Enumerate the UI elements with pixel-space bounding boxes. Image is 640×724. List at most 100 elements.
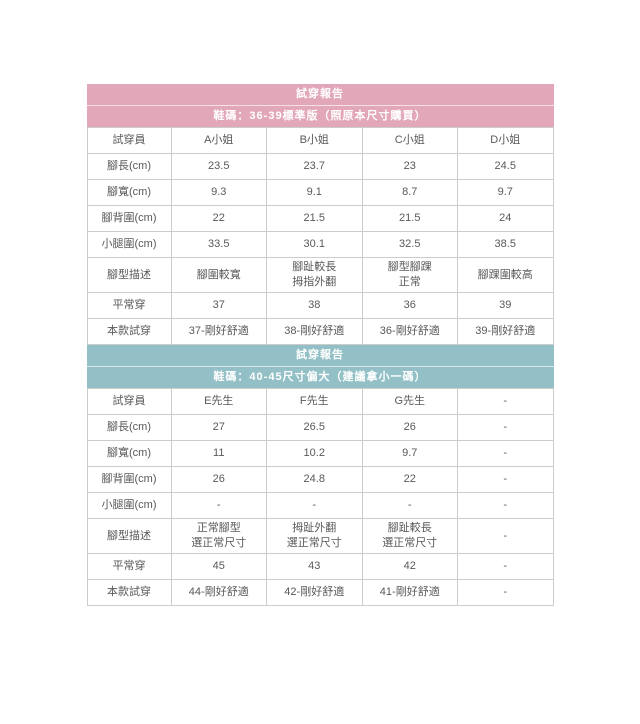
section-title: 試穿報告: [86, 84, 554, 106]
table-cell: 43: [266, 553, 363, 580]
section-subtitle: 鞋碼：36-39標準版（照原本尺寸購買）: [86, 106, 554, 127]
table-cell: 44-剛好舒適: [170, 579, 267, 606]
table-cell: 正常腳型 選正常尺寸: [170, 518, 267, 554]
column-header-label: 試穿員: [86, 388, 172, 415]
column-header: D小姐: [457, 127, 554, 154]
table-row: 腳寬(cm) 11 10.2 9.7-: [86, 440, 554, 467]
table-row: 腳寬(cm) 9.3 9.1 8.7 9.7: [86, 179, 554, 206]
report-section-1: 試穿報告 鞋碼：36-39標準版（照原本尺寸購買） 試穿員 A小姐 B小姐 C小姐 D小姐腳…: [86, 84, 554, 345]
row-label: 本款試穿: [86, 579, 172, 606]
table-row: 平常穿 37 38 36 39: [86, 292, 554, 319]
table-cell: -: [457, 579, 554, 606]
table-cell: 24.8: [266, 466, 363, 493]
table-cell: 11: [170, 440, 267, 467]
table-row: 平常穿 45 43 42-: [86, 553, 554, 580]
fitting-table: 試穿員 E先生 F先生 G先生 - 腳長(cm) 27 26.5 26- 腳寬(cm) 11 10.2…: [86, 388, 554, 606]
table-cell: 21.5: [361, 205, 458, 232]
table-row: 本款試穿 44-剛好舒適 42-剛好舒適 41-剛好舒適 -: [86, 579, 554, 606]
table-cell: 腳圍較寬: [170, 257, 267, 293]
column-header: C小姐: [361, 127, 458, 154]
row-label: 腳背圍(cm): [86, 466, 172, 493]
column-header-label: 試穿員: [86, 127, 172, 154]
row-label: 腳型描述: [86, 257, 172, 293]
table-cell: 38.5: [457, 231, 554, 258]
table-cell: 9.7: [361, 440, 458, 467]
table-cell: 腳踝圍較高: [457, 257, 554, 293]
table-cell: 9.7: [457, 179, 554, 206]
table-row: 腳長(cm) 23.5 23.7 23 24.5: [86, 153, 554, 180]
column-header: -: [457, 388, 554, 415]
row-label: 小腿圍(cm): [86, 492, 172, 519]
table-row: 腳長(cm) 27 26.5 26-: [86, 414, 554, 441]
row-label: 腳寬(cm): [86, 179, 172, 206]
table-cell: -: [266, 492, 363, 519]
table-cell: -: [457, 414, 554, 441]
table-cell: 32.5: [361, 231, 458, 258]
table-cell: 腳趾較長 拇指外翻: [266, 257, 363, 293]
table-cell: 9.3: [170, 179, 267, 206]
table-cell: 24: [457, 205, 554, 232]
table-cell: 39-剛好舒適: [457, 318, 554, 345]
table-row: 腳背圍(cm) 26 24.8 22-: [86, 466, 554, 493]
table-cell: 38: [266, 292, 363, 319]
table-cell: -: [457, 553, 554, 580]
table-cell: 27: [170, 414, 267, 441]
table-cell: 45: [170, 553, 267, 580]
table-cell: -: [457, 518, 554, 554]
row-label: 平常穿: [86, 553, 172, 580]
row-label: 本款試穿: [86, 318, 172, 345]
column-header: F先生: [266, 388, 363, 415]
table-row: 小腿圍(cm) 33.5 30.1 32.5 38.5: [86, 231, 554, 258]
fitting-report: 試穿報告 鞋碼：36-39標準版（照原本尺寸購買） 試穿員 A小姐 B小姐 C小姐 D小姐腳…: [86, 84, 554, 606]
table-cell: 腳趾較長 選正常尺寸: [361, 518, 458, 554]
table-cell: 24.5: [457, 153, 554, 180]
table-cell: 42: [361, 553, 458, 580]
table-cell: 26: [361, 414, 458, 441]
row-label: 腳長(cm): [86, 414, 172, 441]
table-cell: 26: [170, 466, 267, 493]
table-cell: 9.1: [266, 179, 363, 206]
table-cell: 腳型腳踝 正常: [361, 257, 458, 293]
table-cell: -: [457, 440, 554, 467]
fitting-table: 試穿員 A小姐 B小姐 C小姐 D小姐 腳長(cm) 23.5 23.7 23 24.5 腳寬(cm…: [86, 127, 554, 345]
header-row: 試穿員 A小姐 B小姐 C小姐 D小姐: [86, 127, 554, 154]
table-cell: 22: [170, 205, 267, 232]
table-cell: 36: [361, 292, 458, 319]
section-subtitle: 鞋碼：40-45尺寸偏大（建議拿小一碼）: [86, 367, 554, 388]
section-title: 試穿報告: [86, 345, 554, 367]
column-header: A小姐: [170, 127, 267, 154]
table-cell: -: [361, 492, 458, 519]
table-cell: 10.2: [266, 440, 363, 467]
table-cell: 30.1: [266, 231, 363, 258]
table-cell: 39: [457, 292, 554, 319]
row-label: 腳寬(cm): [86, 440, 172, 467]
row-label: 腳背圍(cm): [86, 205, 172, 232]
table-cell: 42-剛好舒適: [266, 579, 363, 606]
column-header: B小姐: [266, 127, 363, 154]
table-row: 腳背圍(cm) 22 21.5 21.5 24: [86, 205, 554, 232]
column-header: E先生: [170, 388, 267, 415]
row-label: 腳型描述: [86, 518, 172, 554]
table-cell: -: [170, 492, 267, 519]
column-header: G先生: [361, 388, 458, 415]
table-cell: -: [457, 466, 554, 493]
table-cell: 8.7: [361, 179, 458, 206]
header-row: 試穿員 E先生 F先生 G先生 -: [86, 388, 554, 415]
report-section-2: 試穿報告 鞋碼：40-45尺寸偏大（建議拿小一碼） 試穿員 E先生 F先生 G先生 - 腳長(…: [86, 345, 554, 606]
row-label: 腳長(cm): [86, 153, 172, 180]
table-cell: 36-剛好舒適: [361, 318, 458, 345]
table-cell: 33.5: [170, 231, 267, 258]
table-cell: 37: [170, 292, 267, 319]
table-cell: 23.7: [266, 153, 363, 180]
table-cell: 23.5: [170, 153, 267, 180]
table-row: 小腿圍(cm) - - - -: [86, 492, 554, 519]
table-cell: 拇趾外翻 選正常尺寸: [266, 518, 363, 554]
row-label: 小腿圍(cm): [86, 231, 172, 258]
table-row: 本款試穿 37-剛好舒適 38-剛好舒適 36-剛好舒適 39-剛好舒適: [86, 318, 554, 345]
table-cell: 41-剛好舒適: [361, 579, 458, 606]
table-row: 腳型描述 腳圍較寬 腳趾較長 拇指外翻 腳型腳踝 正常 腳踝圍較高: [86, 257, 554, 293]
table-cell: 26.5: [266, 414, 363, 441]
table-cell: 22: [361, 466, 458, 493]
table-cell: 38-剛好舒適: [266, 318, 363, 345]
table-cell: 21.5: [266, 205, 363, 232]
